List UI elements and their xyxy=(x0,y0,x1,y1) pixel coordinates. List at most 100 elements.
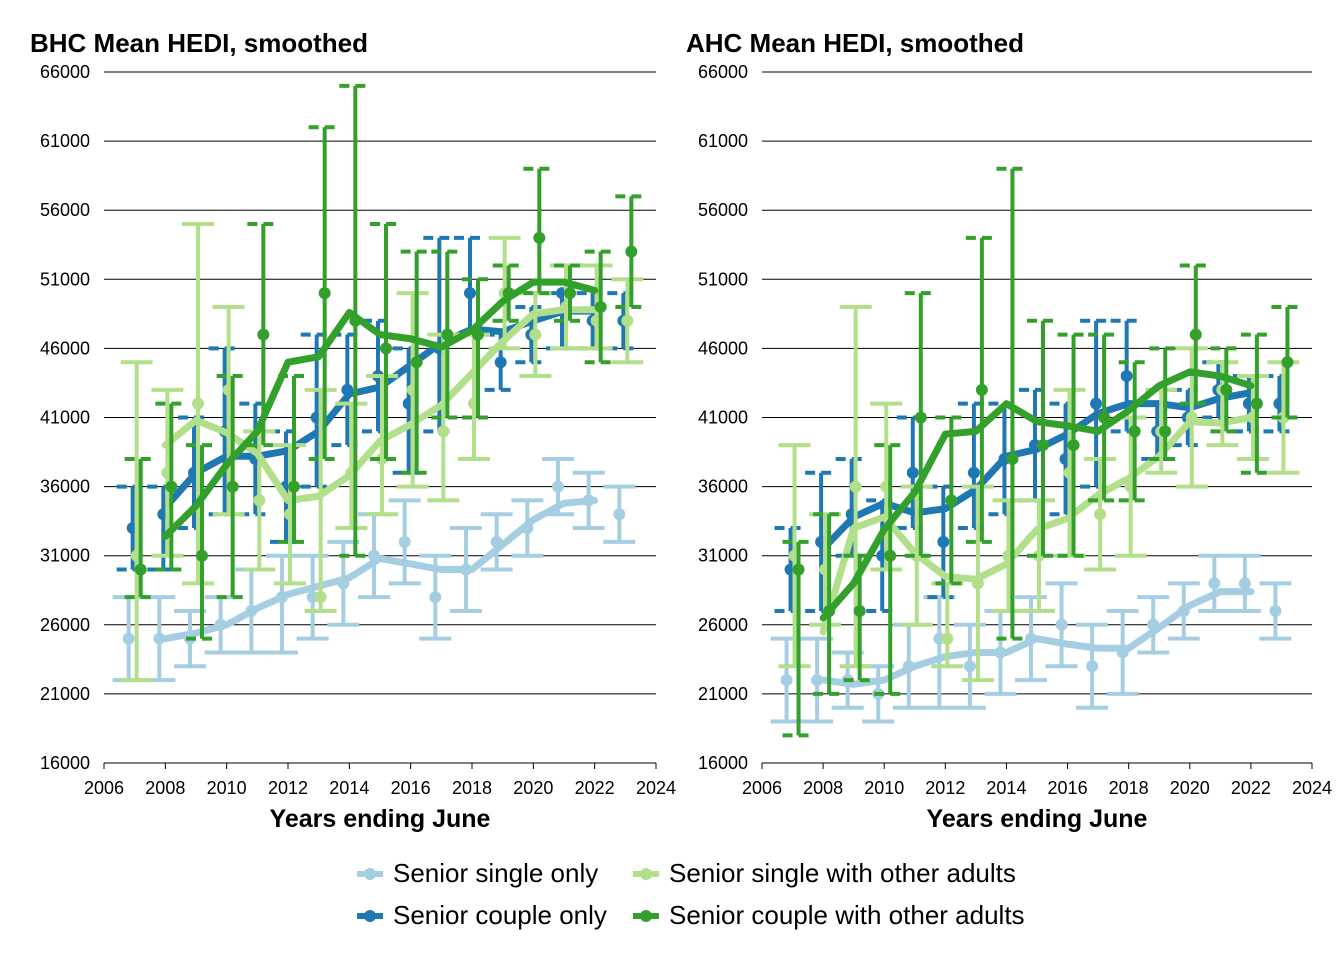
ahc-series-senior-single-with-other-adults xyxy=(778,304,1300,683)
bhc-x-tick-label: 2024 xyxy=(636,778,676,798)
bhc-x-axis-label: Years ending June xyxy=(270,805,491,833)
bhc-data-point xyxy=(245,604,258,617)
bhc-x-tick-label: 2018 xyxy=(452,778,492,798)
bhc-data-point xyxy=(621,314,634,327)
ahc-data-point xyxy=(1090,397,1103,410)
ahc-smoothed-line-senior-single-with-other-adults xyxy=(819,414,1255,636)
ahc-data-point xyxy=(811,674,824,687)
bhc-panel: BHC Mean HEDI, smoothed Years ending Jun… xyxy=(30,28,676,833)
bhc-data-point xyxy=(582,494,595,507)
bhc-data-point xyxy=(337,577,350,590)
bhc-x-tick-label: 2014 xyxy=(329,778,369,798)
ahc-data-point xyxy=(941,632,954,645)
bhc-data-point xyxy=(192,397,204,410)
ahc-y-tick-label: 16000 xyxy=(698,753,748,773)
bhc-data-point xyxy=(214,618,227,631)
ahc-y-tick-label: 36000 xyxy=(698,477,748,497)
charts-canvas: BHC Mean HEDI, smoothed Years ending Jun… xyxy=(30,28,1332,833)
ahc-data-point xyxy=(1281,356,1294,369)
ahc-data-point xyxy=(1185,411,1198,424)
bhc-data-point xyxy=(625,245,638,258)
bhc-data-point xyxy=(153,632,166,645)
bhc-series-senior-single-only xyxy=(112,456,636,683)
bhc-data-point xyxy=(380,342,392,355)
ahc-data-point xyxy=(1055,618,1068,631)
ahc-y-tick-label: 41000 xyxy=(698,408,748,428)
bhc-x-tick-label: 2016 xyxy=(391,778,431,798)
bhc-x-tick-label: 2022 xyxy=(575,778,615,798)
ahc-y-tick-label: 61000 xyxy=(698,131,748,151)
bhc-data-point xyxy=(533,231,546,244)
bhc-data-point xyxy=(226,480,239,493)
legend-swatch-senior-single-only xyxy=(357,867,383,880)
ahc-y-tick-label: 46000 xyxy=(698,338,748,358)
ahc-data-point xyxy=(1189,328,1202,341)
bhc-x-tick-label: 2008 xyxy=(145,778,185,798)
legend-label-senior-couple-only: Senior couple only xyxy=(393,900,607,930)
ahc-data-point xyxy=(1116,646,1129,659)
bhc-data-point xyxy=(122,632,135,645)
legend-label-senior-single-with-other-adults: Senior single with other adults xyxy=(669,858,1016,888)
bhc-data-point xyxy=(552,480,564,493)
ahc-data-point xyxy=(823,604,836,617)
ahc-data-point xyxy=(1220,383,1233,396)
bhc-data-point xyxy=(196,549,208,562)
ahc-data-point xyxy=(967,466,980,479)
legend-item-senior-couple-only: Senior couple only xyxy=(355,900,607,931)
ahc-x-tick-label: 2022 xyxy=(1231,778,1271,798)
bhc-data-point xyxy=(318,287,331,300)
bhc-y-tick-label: 61000 xyxy=(40,131,90,151)
ahc-data-point xyxy=(849,480,862,493)
legend-item-senior-single-with-other-adults: Senior single with other adults xyxy=(631,858,1016,889)
ahc-data-point xyxy=(1120,370,1133,383)
ahc-x-tick-label: 2014 xyxy=(986,778,1026,798)
bhc-y-tick-label: 41000 xyxy=(40,408,90,428)
bhc-smoothed-line-senior-single-only xyxy=(161,496,599,643)
bhc-data-point xyxy=(494,356,507,369)
bhc-data-point xyxy=(521,522,534,535)
bhc-x-tick-label: 2020 xyxy=(513,778,553,798)
bhc-data-point xyxy=(398,535,411,548)
ahc-data-point xyxy=(906,466,919,479)
legend-label-senior-single-only: Senior single only xyxy=(393,858,599,888)
bhc-y-tick-label: 51000 xyxy=(40,269,90,289)
ahc-data-point xyxy=(902,660,915,673)
ahc-data-point xyxy=(1006,452,1019,465)
legend-item-senior-single-only: Senior single only xyxy=(355,858,598,889)
legend-swatch-senior-single-with-other-adults xyxy=(633,867,659,880)
bhc-y-tick-label: 26000 xyxy=(40,615,90,635)
bhc-y-tick-label: 21000 xyxy=(40,684,90,704)
ahc-x-tick-label: 2006 xyxy=(742,778,782,798)
ahc-data-point xyxy=(1037,439,1049,452)
ahc-chart-title: AHC Mean HEDI, smoothed xyxy=(686,28,1024,58)
ahc-data-point xyxy=(1238,577,1251,590)
ahc-data-point xyxy=(780,674,793,687)
ahc-data-point xyxy=(1094,508,1107,521)
ahc-data-point xyxy=(1086,660,1099,673)
bhc-data-point xyxy=(441,328,454,341)
bhc-smoothed-line-senior-couple-with-other-adults xyxy=(161,278,599,540)
bhc-smoothed-line-senior-single-with-other-adults xyxy=(161,306,599,504)
bhc-data-point xyxy=(429,591,442,604)
ahc-series-senior-couple-only xyxy=(774,318,1296,613)
ahc-data-point xyxy=(1128,425,1141,438)
ahc-data-point xyxy=(1025,632,1037,645)
ahc-data-point xyxy=(1269,604,1282,617)
bhc-data-point xyxy=(472,328,484,341)
ahc-data-point xyxy=(1067,439,1080,452)
ahc-data-point xyxy=(945,494,958,507)
bhc-data-point xyxy=(349,314,362,327)
ahc-y-tick-label: 31000 xyxy=(698,546,748,566)
ahc-panel: AHC Mean HEDI, smoothed Years ending Jun… xyxy=(686,28,1332,833)
ahc-data-point xyxy=(1147,618,1160,631)
bhc-data-point xyxy=(314,591,327,604)
ahc-x-tick-label: 2024 xyxy=(1292,778,1332,798)
ahc-data-point xyxy=(1098,411,1111,424)
ahc-data-point xyxy=(792,563,805,576)
bhc-data-point xyxy=(368,549,380,562)
legend-item-senior-couple-with-other-adults: Senior couple with other adults xyxy=(631,900,1025,931)
legend-label-senior-couple-with-other-adults: Senior couple with other adults xyxy=(669,900,1025,930)
ahc-x-tick-label: 2016 xyxy=(1048,778,1088,798)
bhc-series-senior-couple-with-other-adults xyxy=(124,83,648,641)
ahc-x-axis-label: Years ending June xyxy=(927,805,1148,833)
